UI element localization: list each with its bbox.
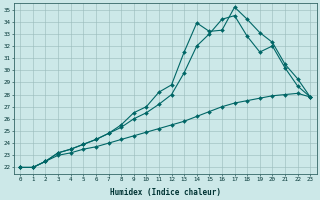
- X-axis label: Humidex (Indice chaleur): Humidex (Indice chaleur): [110, 188, 221, 197]
